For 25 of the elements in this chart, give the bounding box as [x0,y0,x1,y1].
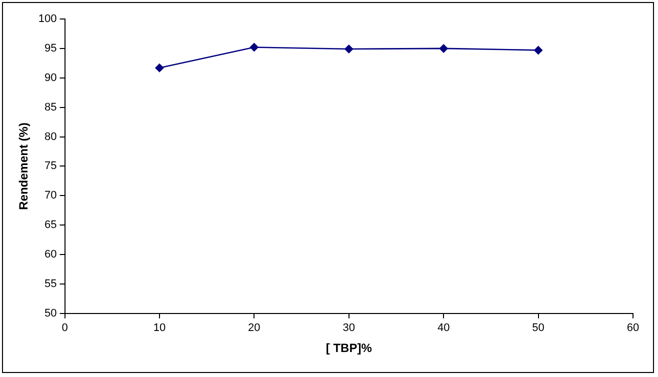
x-axis-title: [ TBP]% [326,341,372,356]
y-tick-label: 75 [44,160,57,172]
x-tick-label: 20 [248,322,260,334]
point [344,44,354,54]
y-tick-label: 70 [44,190,57,202]
y-tick-label: 100 [38,13,57,26]
y-tick-label: 60 [44,248,57,261]
y-tick-label: 55 [44,278,57,290]
point [439,44,448,53]
x-tick-label: 10 [153,322,166,334]
x-tick-label: 50 [532,322,544,334]
point [534,46,543,55]
y-tick-label: 80 [44,130,57,143]
y-axis-title: Rendement (%) [16,122,31,210]
x-tick-label: 0 [62,322,68,334]
x-tick-label: 40 [437,322,450,334]
x-tick-label: 60 [626,322,640,334]
point [154,63,164,72]
point [250,42,259,52]
x-tick-label: 30 [342,322,355,334]
y-tick-label: 90 [44,72,57,84]
y-tick-label: 95 [44,42,57,54]
y-tick-label: 65 [44,219,57,232]
y-tick-label: 50 [44,307,57,320]
y-tick-label: 85 [44,101,57,114]
